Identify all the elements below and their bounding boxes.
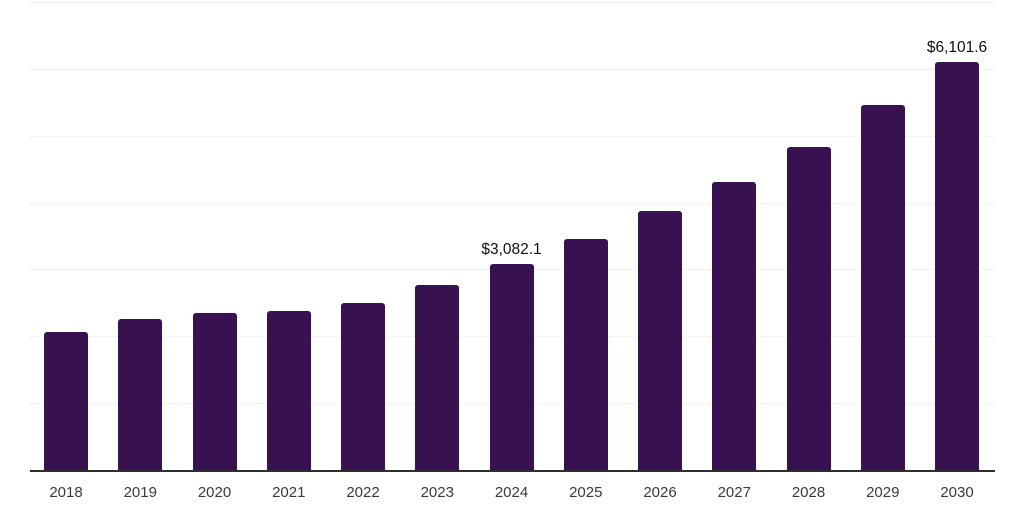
gridline-7000 xyxy=(30,2,995,3)
bar-cell-2029 xyxy=(860,105,905,470)
x-axis-label-2028: 2028 xyxy=(791,484,826,501)
bar-cell-2021 xyxy=(266,310,311,470)
gridline-6000 xyxy=(30,68,995,70)
x-axis-label-2025: 2025 xyxy=(569,484,603,501)
bar-cell-2022 xyxy=(341,302,385,470)
x-axis-label-2018: 2018 xyxy=(49,484,83,501)
gridline-5000 xyxy=(30,135,995,137)
bar-2028 xyxy=(786,146,831,470)
bars-container: $3,082.1 $6,101.6 xyxy=(30,2,995,470)
bar-cell-2030: $6,101.6 xyxy=(927,39,987,470)
bar-2018 xyxy=(44,331,88,470)
x-axis-label-2020: 2020 xyxy=(197,484,232,501)
bar-cell-2019 xyxy=(118,319,163,470)
bar-cell-2023 xyxy=(415,284,460,470)
x-axis-label-2024: 2024 xyxy=(494,484,529,501)
bar-cell-2028 xyxy=(786,146,831,470)
bar-cell-2027 xyxy=(712,182,757,470)
bar-2027 xyxy=(712,182,757,470)
x-axis-label-2022: 2022 xyxy=(346,484,380,501)
bar-2020 xyxy=(192,312,237,470)
x-axis-label-2029: 2029 xyxy=(866,484,900,501)
bar-cell-2026 xyxy=(638,211,682,470)
x-axis-labels: 2018 2019 2020 2021 2022 2023 2024 2025 2026 2027… xyxy=(30,484,995,501)
bar-cell-2024: $3,082.1 xyxy=(481,241,542,470)
bar-2026 xyxy=(638,211,682,470)
x-axis-label-2030: 2030 xyxy=(940,484,974,501)
data-label-2024: $3,082.1 xyxy=(481,240,542,258)
bar-cell-2025 xyxy=(563,239,608,470)
bar-2021 xyxy=(266,310,311,470)
bar-2024 xyxy=(489,263,534,470)
bar-2023 xyxy=(415,284,460,470)
x-axis-label-2021: 2021 xyxy=(272,484,306,501)
x-axis-label-2026: 2026 xyxy=(643,484,677,501)
bar-2030 xyxy=(935,62,979,470)
gridline-4000 xyxy=(30,202,995,204)
bar-cell-2018 xyxy=(44,331,88,470)
bar-2022 xyxy=(341,302,385,470)
bar-2029 xyxy=(860,105,905,470)
bar-cell-2020 xyxy=(192,312,237,470)
x-axis-label-2019: 2019 xyxy=(123,484,157,501)
x-axis-label-2023: 2023 xyxy=(420,484,454,501)
data-label-2030: $6,101.6 xyxy=(926,39,988,57)
plot-area: $3,082.1 $6,101.6 xyxy=(30,2,995,472)
x-axis-label-2027: 2027 xyxy=(717,484,751,501)
bar-2025 xyxy=(563,239,608,470)
bar-2019 xyxy=(118,319,163,470)
